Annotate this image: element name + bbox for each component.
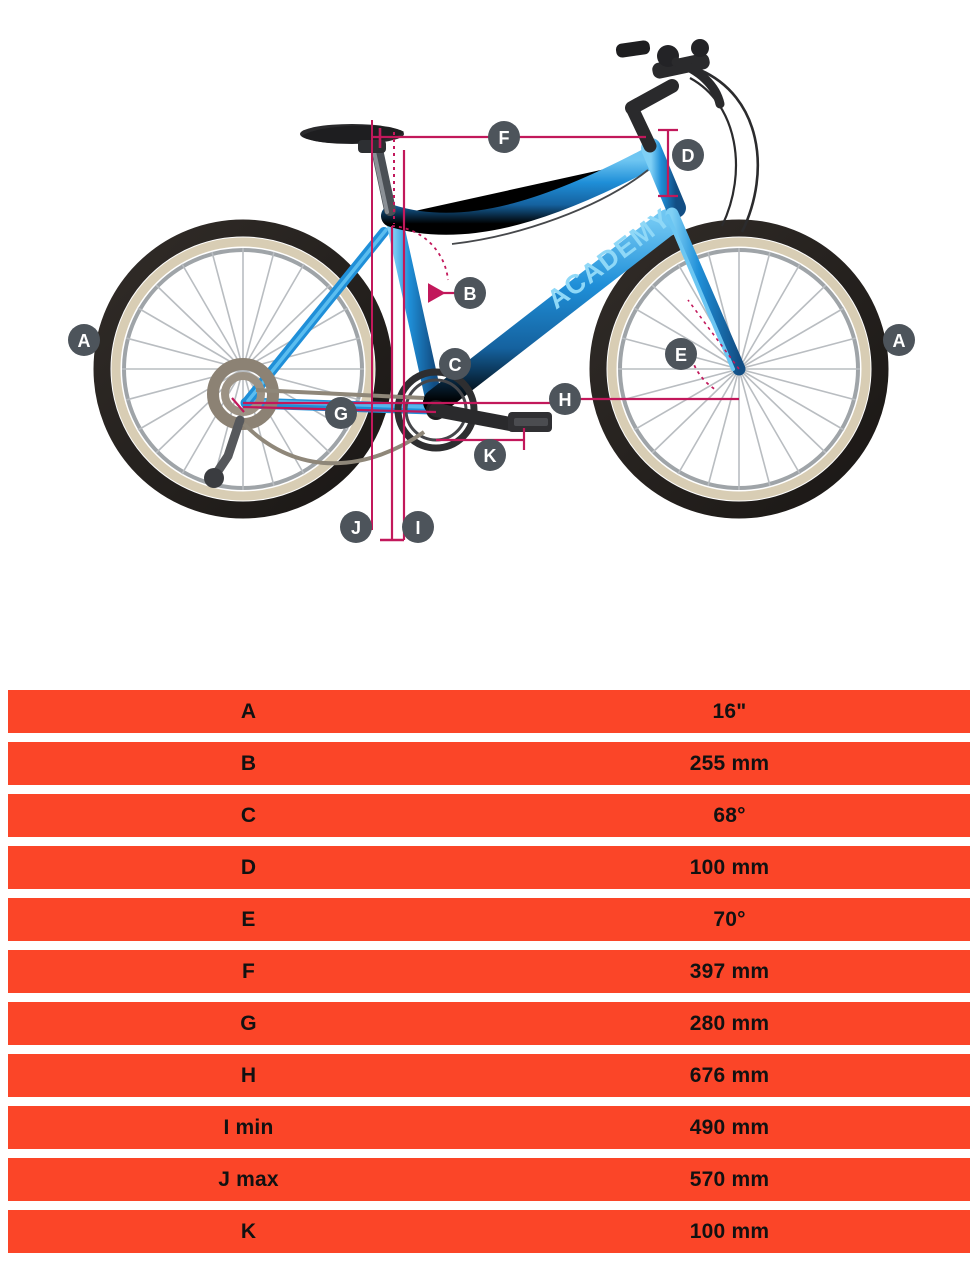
marker-badges: A A B C D E F xyxy=(68,121,915,543)
spec-value: 68° xyxy=(713,803,746,827)
marker-K-label: K xyxy=(484,446,497,466)
marker-B-label: B xyxy=(464,284,477,304)
spec-value: 570 mm xyxy=(689,1167,770,1191)
spec-value: 676 mm xyxy=(689,1063,770,1087)
marker-A-right-label: A xyxy=(893,331,906,351)
table-row: D 100 mm xyxy=(8,846,970,889)
marker-A-left-label: A xyxy=(78,331,91,351)
marker-A-right: A xyxy=(883,324,915,356)
marker-E-label: E xyxy=(675,345,687,365)
marker-H: H xyxy=(549,383,581,415)
table-row: G 280 mm xyxy=(8,1002,970,1045)
spec-value: 70° xyxy=(713,907,746,931)
marker-C-label: C xyxy=(449,355,462,375)
bicycle-geometry-diagram: ACADEMY xyxy=(68,39,915,543)
spec-value: 397 mm xyxy=(689,959,770,983)
spec-label: I min xyxy=(223,1115,274,1139)
spec-label: A xyxy=(240,699,257,723)
table-row: B 255 mm xyxy=(8,742,970,785)
spec-value: 490 mm xyxy=(689,1115,770,1139)
table-row: H 676 mm xyxy=(8,1054,970,1097)
marker-J: J xyxy=(340,511,372,543)
marker-E: E xyxy=(665,338,697,370)
spec-value: 100 mm xyxy=(689,855,770,879)
table-row: J max 570 mm xyxy=(8,1158,970,1201)
table-row: F 397 mm xyxy=(8,950,970,993)
front-wheel xyxy=(589,219,889,519)
marker-I: I xyxy=(402,511,434,543)
measurement-lines xyxy=(231,120,740,542)
table-row: K 100 mm xyxy=(8,1210,970,1253)
marker-D-label: D xyxy=(682,146,695,166)
geometry-spec-table: A 16" B 255 mm C 68° D 100 mm E 70° F 397 mm G 280 mm… xyxy=(0,690,978,1253)
handlebar-assembly xyxy=(451,39,760,245)
spec-value: 16" xyxy=(712,699,747,723)
spec-label: D xyxy=(240,855,257,879)
spec-label: E xyxy=(241,907,256,931)
marker-G-label: G xyxy=(334,404,348,424)
spec-label: K xyxy=(240,1219,257,1243)
spec-label: H xyxy=(240,1063,257,1087)
spec-label: F xyxy=(241,959,256,983)
spec-label: J max xyxy=(218,1167,279,1191)
marker-F: F xyxy=(488,121,520,153)
marker-F-label: F xyxy=(499,128,510,148)
spec-label: B xyxy=(240,751,257,775)
spec-label: G xyxy=(240,1011,257,1035)
marker-K: K xyxy=(474,439,506,471)
marker-B: B xyxy=(454,277,486,309)
marker-D: D xyxy=(672,139,704,171)
marker-J-label: J xyxy=(351,518,361,538)
saddle-assembly xyxy=(300,124,404,216)
front-spokes xyxy=(618,248,860,490)
marker-A-left: A xyxy=(68,324,100,356)
table-row: I min 490 mm xyxy=(8,1106,970,1149)
marker-H-label: H xyxy=(559,390,572,410)
marker-G: G xyxy=(325,397,357,429)
spec-label: C xyxy=(240,803,257,827)
marker-C: C xyxy=(439,348,471,380)
table-row: C 68° xyxy=(8,794,970,837)
spec-value: 255 mm xyxy=(689,751,770,775)
spec-value: 280 mm xyxy=(689,1011,770,1035)
marker-I-label: I xyxy=(415,518,420,538)
table-row: A 16" xyxy=(8,690,970,733)
spec-value: 100 mm xyxy=(689,1219,770,1243)
table-row: E 70° xyxy=(8,898,970,941)
